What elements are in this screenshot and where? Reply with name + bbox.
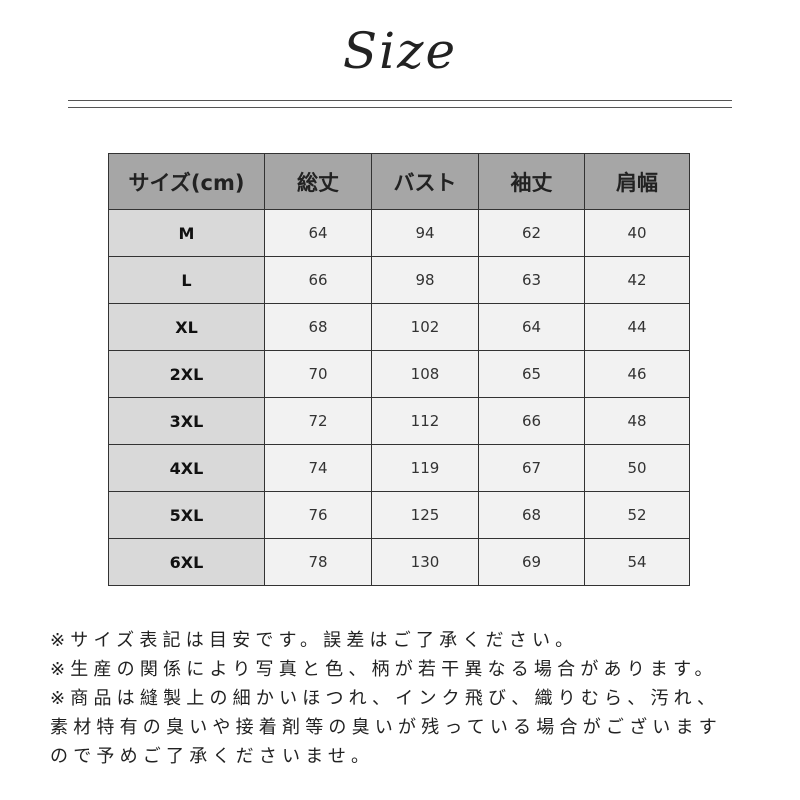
value-cell: 62 [478, 209, 585, 257]
value-cell: 94 [371, 209, 479, 257]
value-cell: 102 [371, 303, 479, 351]
note-line: ※サイズ表記は目安です。誤差はご了承ください。 [50, 630, 579, 651]
value-cell: 76 [264, 491, 372, 539]
value-cell: 64 [264, 209, 372, 257]
note-line: ※商品は縫製上の細かいほつれ、インク飛び、織りむら、汚れ、 [50, 688, 721, 709]
table-row: 5XL 76 125 68 52 [108, 491, 690, 539]
value-cell: 63 [478, 256, 585, 304]
note-line: ので予めご了承くださいませ。 [50, 746, 375, 767]
header-length: 総丈 [264, 153, 372, 210]
size-cell: 3XL [108, 397, 265, 445]
divider-line [68, 107, 732, 108]
note-line: 素材特有の臭いや接着剤等の臭いが残っている場合がございます [50, 717, 722, 738]
note-line: ※生産の関係により写真と色、柄が若干異なる場合があります。 [50, 659, 718, 680]
value-cell: 50 [584, 444, 690, 492]
table-row: XL 68 102 64 44 [108, 303, 690, 351]
value-cell: 64 [478, 303, 585, 351]
value-cell: 67 [478, 444, 585, 492]
value-cell: 42 [584, 256, 690, 304]
table-row: 2XL 70 108 65 46 [108, 350, 690, 398]
value-cell: 72 [264, 397, 372, 445]
header-size: サイズ(cm) [108, 153, 265, 210]
value-cell: 48 [584, 397, 690, 445]
size-cell: 5XL [108, 491, 265, 539]
table-row: 4XL 74 119 67 50 [108, 444, 690, 492]
notes: ※サイズ表記は目安です。誤差はご了承ください。 ※生産の関係により写真と色、柄が… [50, 626, 722, 771]
value-cell: 119 [371, 444, 479, 492]
header-bust: バスト [371, 153, 479, 210]
value-cell: 68 [478, 491, 585, 539]
header-shoulder: 肩幅 [584, 153, 690, 210]
value-cell: 65 [478, 350, 585, 398]
value-cell: 112 [371, 397, 479, 445]
value-cell: 70 [264, 350, 372, 398]
size-cell: M [108, 209, 265, 257]
size-cell: 6XL [108, 538, 265, 586]
size-cell: XL [108, 303, 265, 351]
table-row: 6XL 78 130 69 54 [108, 538, 690, 586]
header-sleeve: 袖丈 [478, 153, 585, 210]
value-cell: 74 [264, 444, 372, 492]
value-cell: 40 [584, 209, 690, 257]
value-cell: 98 [371, 256, 479, 304]
table-header-row: サイズ(cm) 総丈 バスト 袖丈 肩幅 [108, 153, 690, 210]
page-title: Size [342, 22, 458, 80]
value-cell: 52 [584, 491, 690, 539]
value-cell: 69 [478, 538, 585, 586]
size-cell: L [108, 256, 265, 304]
table-row: 3XL 72 112 66 48 [108, 397, 690, 445]
value-cell: 125 [371, 491, 479, 539]
value-cell: 108 [371, 350, 479, 398]
value-cell: 54 [584, 538, 690, 586]
value-cell: 66 [478, 397, 585, 445]
value-cell: 44 [584, 303, 690, 351]
table-row: L 66 98 63 42 [108, 256, 690, 304]
value-cell: 130 [371, 538, 479, 586]
size-table: サイズ(cm) 総丈 バスト 袖丈 肩幅 M 64 94 62 40 L 66 98 63 42 X… [108, 153, 690, 586]
value-cell: 66 [264, 256, 372, 304]
value-cell: 68 [264, 303, 372, 351]
divider-line [68, 100, 732, 101]
size-cell: 4XL [108, 444, 265, 492]
value-cell: 78 [264, 538, 372, 586]
table-row: M 64 94 62 40 [108, 209, 690, 257]
size-cell: 2XL [108, 350, 265, 398]
value-cell: 46 [584, 350, 690, 398]
